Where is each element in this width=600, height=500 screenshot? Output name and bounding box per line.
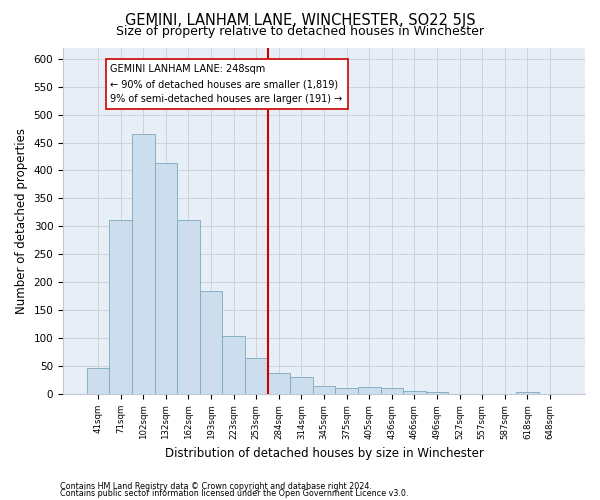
Bar: [403, 392, 425, 394]
Bar: [290, 376, 313, 394]
Text: Contains public sector information licensed under the Open Government Licence v3: Contains public sector information licen…: [60, 489, 409, 498]
Bar: [132, 134, 155, 394]
X-axis label: Distribution of detached houses by size in Winchester: Distribution of detached houses by size …: [164, 447, 484, 460]
Bar: [87, 368, 109, 394]
Bar: [177, 220, 200, 394]
Bar: [223, 336, 245, 394]
Y-axis label: Number of detached properties: Number of detached properties: [15, 128, 28, 314]
Bar: [335, 388, 358, 394]
Bar: [380, 388, 403, 394]
Bar: [245, 358, 268, 394]
Bar: [313, 386, 335, 394]
Text: GEMINI, LANHAM LANE, WINCHESTER, SO22 5JS: GEMINI, LANHAM LANE, WINCHESTER, SO22 5J…: [125, 12, 475, 28]
Bar: [358, 387, 380, 394]
Bar: [155, 163, 177, 394]
Bar: [200, 290, 223, 394]
Text: Size of property relative to detached houses in Winchester: Size of property relative to detached ho…: [116, 25, 484, 38]
Text: GEMINI LANHAM LANE: 248sqm
← 90% of detached houses are smaller (1,819)
9% of se: GEMINI LANHAM LANE: 248sqm ← 90% of deta…: [110, 64, 343, 104]
Bar: [516, 392, 539, 394]
Text: Contains HM Land Registry data © Crown copyright and database right 2024.: Contains HM Land Registry data © Crown c…: [60, 482, 372, 491]
Bar: [109, 220, 132, 394]
Bar: [425, 392, 448, 394]
Bar: [268, 373, 290, 394]
